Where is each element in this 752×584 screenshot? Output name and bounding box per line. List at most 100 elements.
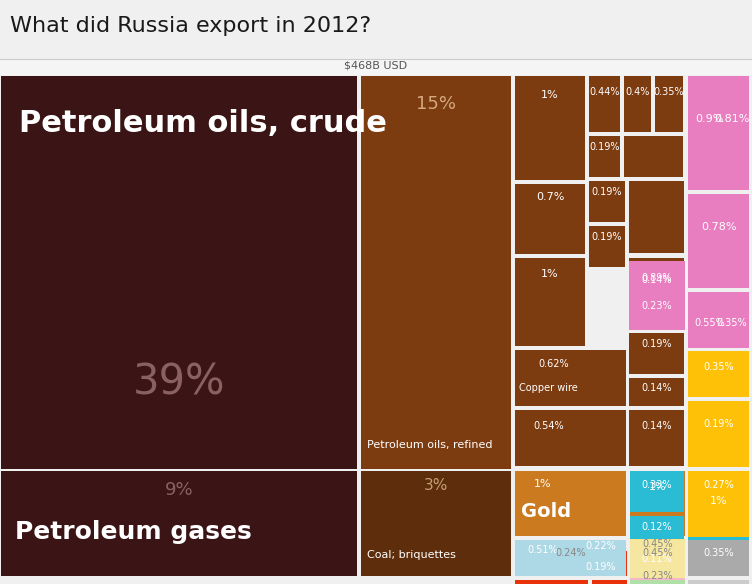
Text: Petroleum gases: Petroleum gases: [15, 520, 252, 544]
Text: 0.9%: 0.9%: [695, 114, 723, 124]
Bar: [629, 258, 684, 329]
Bar: [592, 551, 627, 576]
Text: 1%: 1%: [710, 496, 727, 506]
Bar: [630, 516, 684, 546]
Bar: [630, 471, 684, 512]
Bar: [515, 184, 585, 254]
Bar: [655, 76, 683, 132]
Bar: [515, 580, 588, 584]
Text: 3%: 3%: [424, 478, 448, 493]
Bar: [589, 181, 625, 222]
Bar: [629, 261, 685, 330]
Text: 0.35%: 0.35%: [717, 318, 747, 328]
Bar: [688, 194, 749, 288]
Text: 0.19%: 0.19%: [703, 419, 734, 429]
Text: 0.62%: 0.62%: [538, 359, 569, 369]
Text: 1%: 1%: [541, 90, 559, 100]
Bar: [515, 471, 626, 536]
Text: 9%: 9%: [165, 481, 193, 499]
Text: 0.23%: 0.23%: [642, 571, 673, 581]
Text: $468B USD: $468B USD: [344, 61, 408, 71]
Text: Petroleum oils, refined: Petroleum oils, refined: [367, 440, 493, 450]
Text: 0.45%: 0.45%: [642, 548, 673, 558]
Text: Copper wire: Copper wire: [520, 383, 578, 393]
Bar: [515, 76, 585, 180]
Text: 1%: 1%: [534, 479, 551, 489]
Bar: [629, 181, 684, 253]
Bar: [575, 562, 626, 576]
Bar: [688, 351, 749, 397]
Bar: [688, 471, 749, 512]
Text: 0.78%: 0.78%: [701, 222, 736, 232]
Bar: [515, 410, 626, 466]
Bar: [688, 541, 749, 576]
Bar: [630, 539, 685, 553]
Bar: [630, 471, 685, 536]
Bar: [589, 76, 620, 132]
Bar: [629, 378, 684, 406]
Text: 0.33%: 0.33%: [641, 481, 672, 491]
Bar: [688, 516, 749, 576]
Bar: [575, 540, 626, 558]
Text: 0.12%: 0.12%: [641, 522, 672, 531]
Text: 0.35%: 0.35%: [653, 86, 684, 97]
Text: 0.7%: 0.7%: [536, 192, 564, 201]
Bar: [629, 410, 684, 466]
Text: 0.4%: 0.4%: [626, 86, 650, 97]
Text: 0.19%: 0.19%: [641, 339, 672, 349]
Bar: [0, 58, 752, 75]
Text: 0.19%: 0.19%: [592, 232, 622, 242]
Bar: [688, 76, 749, 190]
Bar: [630, 555, 685, 556]
Text: 39%: 39%: [133, 361, 226, 404]
Text: 0.19%: 0.19%: [590, 142, 620, 152]
Text: 0.19%: 0.19%: [592, 187, 622, 197]
Bar: [630, 580, 685, 584]
Bar: [589, 226, 625, 267]
Bar: [515, 540, 571, 576]
Bar: [688, 580, 749, 584]
Text: 0.51%: 0.51%: [528, 545, 558, 555]
Bar: [630, 550, 684, 576]
Text: 0.81%: 0.81%: [714, 114, 750, 124]
Text: 0.14%: 0.14%: [641, 383, 672, 393]
Text: 15%: 15%: [416, 95, 456, 113]
Bar: [629, 333, 684, 374]
Bar: [1, 471, 357, 576]
Text: 0.14%: 0.14%: [641, 420, 672, 430]
Text: 0.35%: 0.35%: [703, 548, 734, 558]
Bar: [688, 540, 749, 576]
Text: 1%: 1%: [541, 269, 559, 279]
Bar: [624, 76, 651, 132]
Text: 0.44%: 0.44%: [590, 86, 620, 97]
Text: 1%: 1%: [649, 482, 666, 492]
Bar: [688, 401, 749, 467]
Text: 0.24%: 0.24%: [555, 548, 586, 558]
Bar: [630, 557, 685, 584]
Text: 0.35%: 0.35%: [703, 362, 734, 372]
Bar: [688, 292, 749, 348]
Bar: [515, 350, 626, 406]
Bar: [361, 76, 511, 469]
Text: 0.11%: 0.11%: [641, 554, 672, 564]
Text: 0.23%: 0.23%: [641, 301, 672, 311]
Text: 0.89%: 0.89%: [641, 273, 672, 283]
Bar: [592, 580, 627, 584]
Bar: [688, 471, 749, 537]
Text: What did Russia export in 2012?: What did Russia export in 2012?: [10, 16, 371, 36]
Bar: [630, 516, 684, 576]
Text: Coal; briquettes: Coal; briquettes: [367, 550, 456, 560]
Text: Gold: Gold: [520, 502, 571, 521]
Bar: [515, 580, 588, 584]
Text: 0.19%: 0.19%: [585, 562, 616, 572]
Bar: [630, 557, 685, 584]
Bar: [1, 76, 357, 469]
Bar: [688, 292, 749, 348]
Bar: [589, 136, 620, 177]
Bar: [515, 258, 585, 346]
Text: 0.55%: 0.55%: [694, 318, 725, 328]
Text: 0.45%: 0.45%: [642, 539, 673, 549]
Text: 0.22%: 0.22%: [585, 541, 616, 551]
Text: 0.54%: 0.54%: [533, 420, 563, 430]
Bar: [361, 471, 511, 576]
